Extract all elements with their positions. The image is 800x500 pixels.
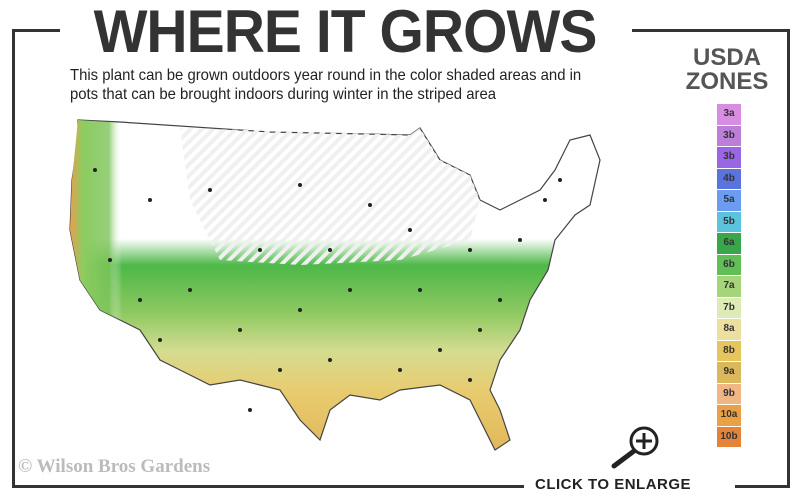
frame-right — [787, 29, 790, 487]
frame-top-left — [12, 29, 60, 32]
legend-zone-5b: 5b — [717, 211, 741, 232]
city-dot — [298, 308, 302, 312]
us-zone-map[interactable] — [55, 110, 625, 480]
city-dot — [258, 248, 262, 252]
legend-title-line2: ZONES — [685, 68, 769, 95]
city-dot — [438, 348, 442, 352]
click-to-enlarge-button[interactable]: CLICK TO ENLARGE — [535, 476, 692, 493]
legend-zone-10a: 10a — [717, 405, 741, 426]
legend-zone-9b: 9b — [717, 383, 741, 404]
subtitle: This plant can be grown outdoors year ro… — [70, 67, 582, 103]
frame-bottom-left — [12, 485, 524, 488]
legend-title: USDA ZONES — [672, 46, 782, 94]
striped-area — [180, 128, 480, 265]
legend-zone-3b: 3b — [717, 125, 741, 146]
page-title: WHERE IT GROWS — [93, 0, 598, 65]
legend-zone-4b: 4b — [717, 168, 741, 189]
zoom-in-magnifier-icon[interactable] — [608, 424, 664, 470]
city-dot — [298, 183, 302, 187]
frame-top-right — [632, 29, 790, 32]
city-dot — [543, 198, 547, 202]
west-coast-zones — [70, 120, 200, 360]
legend-zone-5a: 5a — [717, 190, 741, 211]
city-dot — [328, 358, 332, 362]
city-dot — [208, 188, 212, 192]
city-dot — [408, 228, 412, 232]
city-dot — [108, 258, 112, 262]
city-dot — [398, 368, 402, 372]
legend-title-line1: USDA — [692, 44, 761, 71]
city-dot — [188, 288, 192, 292]
city-dot — [468, 248, 472, 252]
city-dot — [478, 328, 482, 332]
city-dot — [418, 288, 422, 292]
frame-bottom-right — [735, 485, 790, 488]
legend-zone-6a: 6a — [717, 233, 741, 254]
legend-zone-9a: 9a — [717, 362, 741, 383]
legend-zone-3b: 3b — [717, 147, 741, 168]
city-dot — [498, 298, 502, 302]
legend-zone-7a: 7a — [717, 276, 741, 297]
city-dot — [248, 408, 252, 412]
frame-left — [12, 29, 15, 487]
city-dot — [558, 178, 562, 182]
legend-zone-8a: 8a — [717, 319, 741, 340]
city-dot — [278, 368, 282, 372]
city-dot — [93, 168, 97, 172]
city-dot — [158, 338, 162, 342]
city-dot — [148, 198, 152, 202]
legend-zone-3a: 3a — [717, 104, 741, 125]
city-dot — [328, 248, 332, 252]
city-dot — [368, 203, 372, 207]
city-dots — [93, 168, 562, 412]
city-dot — [468, 378, 472, 382]
city-dot — [518, 238, 522, 242]
legend-zone-7b: 7b — [717, 297, 741, 318]
legend-zone-6b: 6b — [717, 254, 741, 275]
legend-zone-10b: 10b — [717, 426, 741, 447]
legend-zone-8b: 8b — [717, 340, 741, 361]
city-dot — [238, 328, 242, 332]
city-dot — [138, 298, 142, 302]
city-dot — [348, 288, 352, 292]
zone-legend: 3a 3b 3b 4b 5a 5b 6a 6b 7a 7b 8a 8b 9a 9b 10a 10b — [717, 104, 741, 448]
copyright-watermark: © Wilson Bros Gardens — [18, 456, 211, 477]
